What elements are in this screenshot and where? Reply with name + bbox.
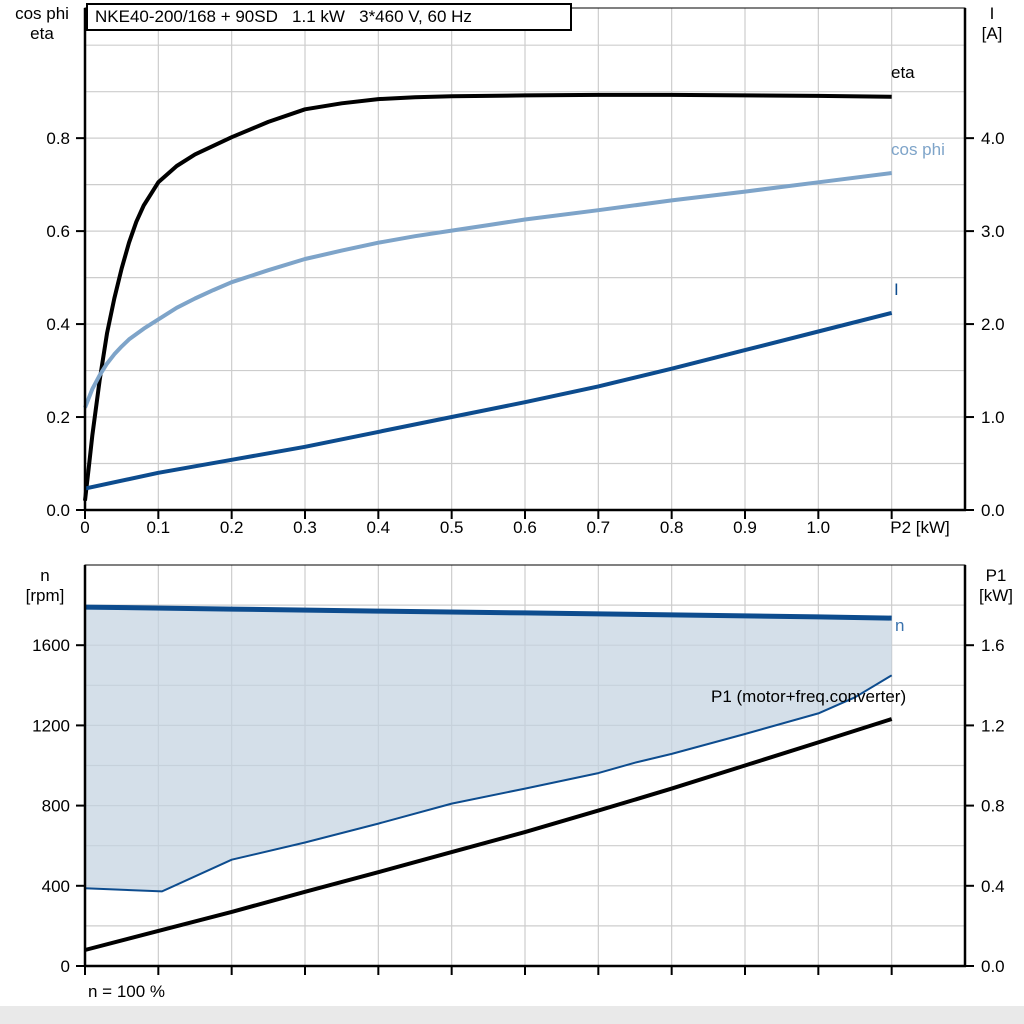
series-curve-cos-phi [83, 171, 892, 409]
y-right-tick-label: 4.0 [981, 129, 1005, 148]
speed-footnote: n = 100 % [88, 982, 166, 1001]
eta-curve-label: eta [891, 63, 915, 82]
cos-phi-curve-label: cos phi [891, 140, 945, 159]
bottom-right-axis-title: P1 [kW] [968, 566, 1024, 606]
x-tick-label: 0.6 [513, 518, 537, 537]
top-right-axis-title: I [A] [964, 4, 1020, 44]
axis-title-p1-unit: [kW] [979, 586, 1013, 605]
axis-title-eta: eta [30, 24, 54, 43]
chart-title: NKE40-200/168 + 90SD 1.1 kW 3*460 V, 60 … [86, 3, 572, 31]
series-curve-p1-motor-freq-converter- [84, 717, 893, 952]
y-right-tick-label: 0.8 [981, 797, 1005, 816]
x-tick-label: 0.8 [660, 518, 684, 537]
axis-title-cos-phi: cos phi [15, 4, 69, 23]
footer-strip [0, 1006, 1024, 1024]
top-left-axis-title: cos phi eta [2, 4, 82, 44]
axis-title-n: n [40, 566, 50, 585]
x-tick-label: 0.4 [367, 518, 391, 537]
x-tick-label: 0.2 [220, 518, 244, 537]
y-right-tick-label: 1.2 [981, 716, 1005, 735]
series-curve-eta [83, 92, 892, 501]
top-x-axis-title: P2 [kW] [890, 518, 950, 537]
series-curve-i [84, 310, 893, 491]
series-curve-n-min [84, 674, 893, 893]
y-left-tick-label: 0.4 [46, 315, 70, 334]
y-left-tick-label: 1200 [32, 716, 70, 735]
y-left-tick-label: 400 [42, 877, 70, 896]
x-tick-label: 0.3 [293, 518, 317, 537]
y-left-tick-label: 1600 [32, 636, 70, 655]
y-left-tick-label: 0.0 [46, 501, 70, 520]
x-tick-label: 0.7 [587, 518, 611, 537]
x-tick-label: 0.1 [147, 518, 171, 537]
x-tick-label: 0 [80, 518, 89, 537]
p1-curve-label: P1 (motor+freq.converter) [711, 687, 907, 706]
speed-range-band [85, 607, 892, 892]
y-left-tick-label: 0.6 [46, 222, 70, 241]
y-left-tick-label: 0 [61, 957, 70, 976]
y-right-tick-label: 0.4 [981, 877, 1005, 896]
bottom-left-axis-title: n [rpm] [8, 566, 82, 606]
y-right-tick-label: 1.0 [981, 408, 1005, 427]
y-right-tick-label: 2.0 [981, 315, 1005, 334]
series-curve-n [84, 604, 892, 621]
y-left-tick-label: 800 [42, 797, 70, 816]
y-left-tick-label: 0.8 [46, 129, 70, 148]
y-right-tick-label: 1.6 [981, 636, 1005, 655]
y-left-tick-label: 0.2 [46, 408, 70, 427]
speed-curve-label: n [895, 616, 905, 635]
x-tick-label: 0.9 [733, 518, 757, 537]
y-right-tick-label: 0.0 [981, 501, 1005, 520]
axis-title-current-unit: [A] [981, 24, 1003, 43]
x-tick-label: 1.0 [807, 518, 831, 537]
axis-title-n-unit: [rpm] [25, 586, 65, 605]
x-tick-label: 0.5 [440, 518, 464, 537]
y-right-tick-label: 0.0 [981, 957, 1005, 976]
axis-title-p1: P1 [985, 566, 1007, 585]
current-curve-label: I [894, 280, 899, 299]
y-right-tick-label: 3.0 [981, 222, 1005, 241]
axis-title-current: I [989, 4, 995, 23]
